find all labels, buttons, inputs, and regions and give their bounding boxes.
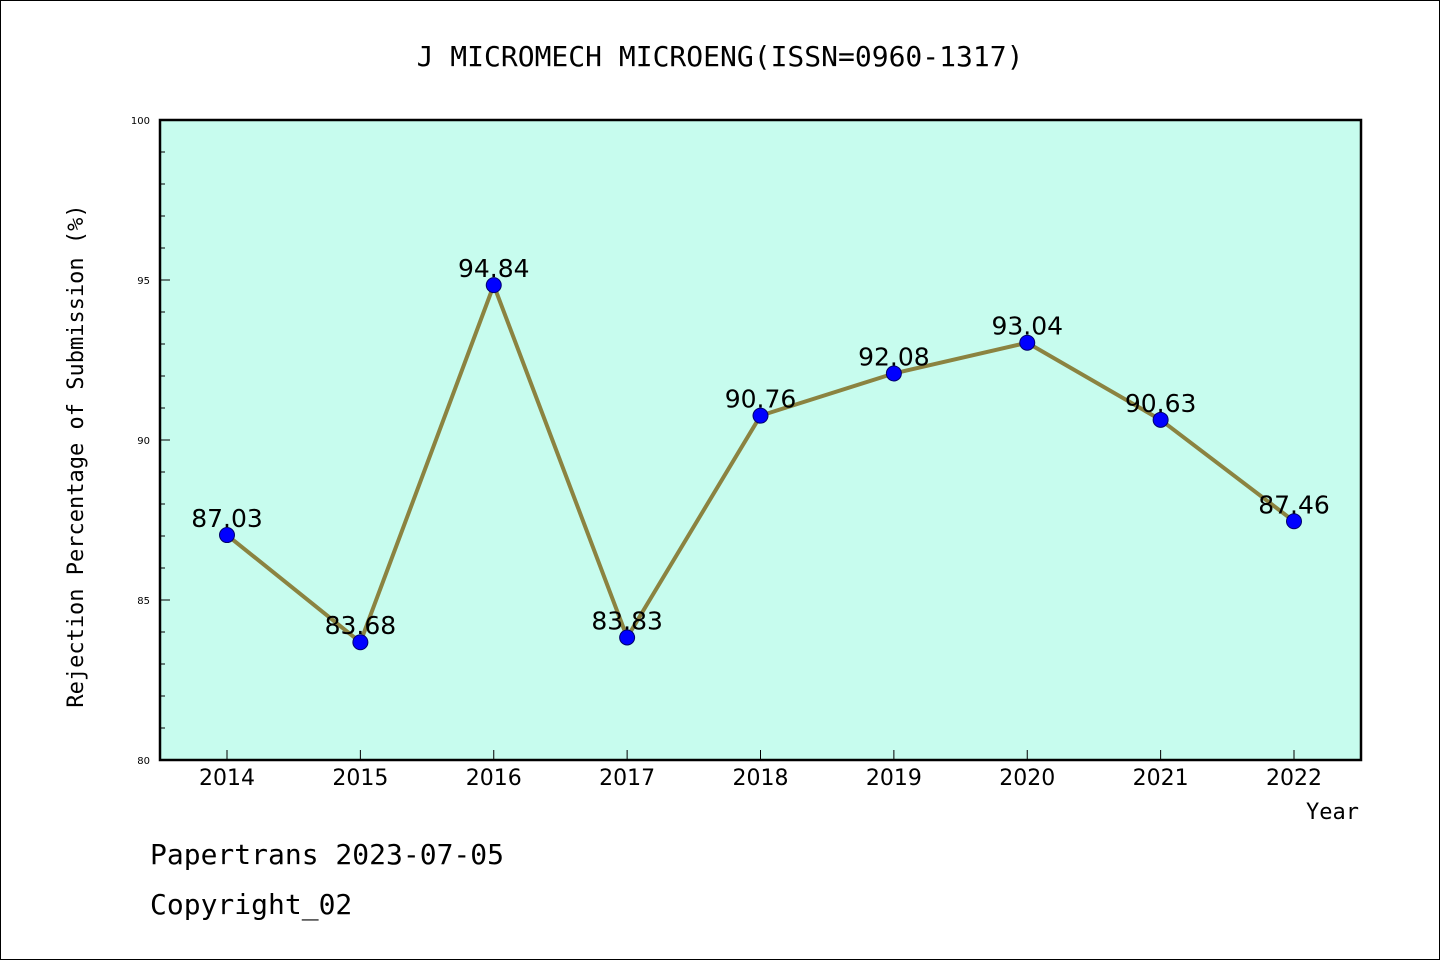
x-tick-label: 2017 <box>599 766 655 791</box>
x-tick-label: 2022 <box>1266 766 1322 791</box>
y-tick-label: 95 <box>137 276 150 287</box>
data-label: 93.04 <box>991 312 1063 341</box>
data-point <box>1286 513 1302 530</box>
data-label: 94.84 <box>458 254 530 283</box>
data-point <box>1019 334 1036 351</box>
data-point <box>885 365 902 382</box>
x-axis: 2014 2015 2016 2017 2018 2019 2020 2021 2022 <box>199 750 1322 791</box>
data-point <box>619 629 636 646</box>
footer-copyright: Copyright_02 <box>150 888 352 922</box>
y-tick-label: 85 <box>137 596 150 607</box>
x-tick-label: 2015 <box>332 766 388 791</box>
x-tick-label: 2018 <box>733 766 789 791</box>
plot-area <box>160 120 1361 760</box>
data-labels: 87.03 83.68 94.84 83.83 90.76 92.08 93.04 90.63… <box>191 254 1330 640</box>
data-point <box>352 634 369 651</box>
x-tick-label: 2019 <box>866 766 922 791</box>
x-axis-label: Year <box>1306 800 1359 825</box>
y-tick-label: 100 <box>131 116 150 127</box>
chart-title: J MICROMECH MICROENG(ISSN=0960-1317) <box>417 40 1024 73</box>
data-label: 90.76 <box>725 385 797 414</box>
data-point <box>1152 411 1169 428</box>
footer-date: Papertrans 2023-07-05 <box>150 838 504 871</box>
x-tick-label: 2016 <box>466 766 522 791</box>
y-tick-label: 90 <box>137 436 150 447</box>
data-point <box>752 407 769 424</box>
x-tick-label: 2020 <box>999 766 1055 791</box>
data-label: 92.08 <box>858 342 930 371</box>
data-label: 83.83 <box>591 606 663 635</box>
plot-border <box>158 118 1363 762</box>
data-label: 83.68 <box>325 611 397 640</box>
data-point <box>219 527 235 544</box>
data-point <box>485 277 502 294</box>
data-label: 87.03 <box>191 504 263 533</box>
x-tick-label: 2014 <box>199 766 255 791</box>
data-label: 87.46 <box>1258 490 1330 519</box>
data-points <box>219 277 1302 651</box>
x-tick-label: 2021 <box>1133 766 1189 791</box>
data-label: 90.63 <box>1125 389 1197 418</box>
y-tick-label: 80 <box>137 756 150 767</box>
y-axis-label: Rejection Percentage of Submission (%) <box>64 204 89 707</box>
